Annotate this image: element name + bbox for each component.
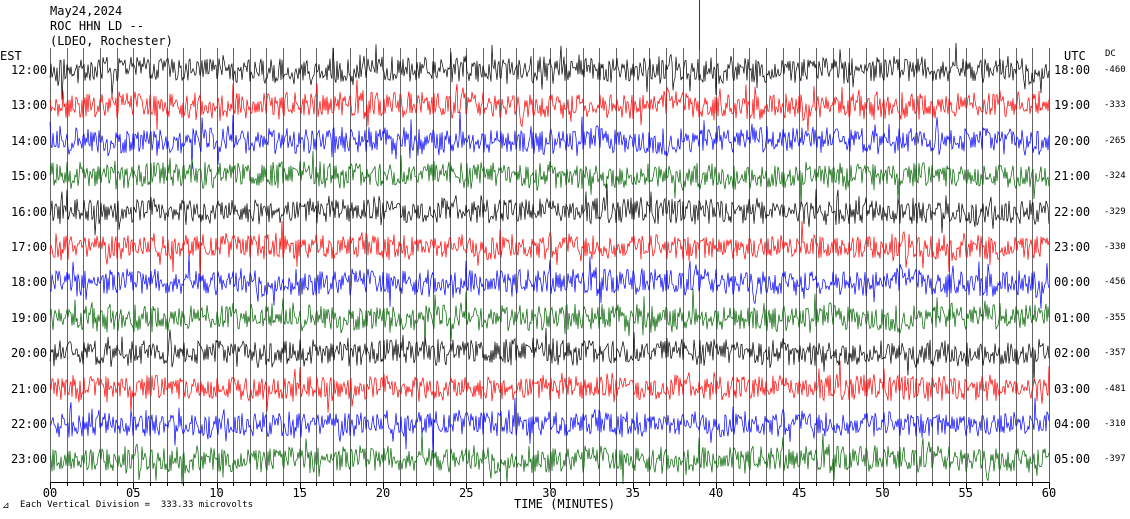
- dc-offset-value: -333: [1104, 100, 1126, 111]
- x-axis-title: TIME (MINUTES): [514, 497, 616, 511]
- est-hour-label: 12:00: [11, 63, 48, 77]
- trace-1900: [49, 288, 1050, 347]
- header-station: ROC HHN LD --: [50, 19, 144, 33]
- dc-offset-value: -481: [1104, 383, 1126, 394]
- scale-icon: ⊿: [2, 501, 10, 511]
- trace-1400: [49, 111, 1050, 170]
- x-tick-label: 15: [293, 486, 307, 500]
- trace-1300: [49, 79, 1050, 132]
- utc-hour-label: 23:00: [1054, 240, 1091, 254]
- utc-hour-label: 05:00: [1054, 452, 1091, 467]
- scale-note: Each Vertical Division = 333.33 microvol…: [20, 500, 253, 510]
- time-axis: 00 05 10 15 20 25 30 35 40 45 50 55 60: [43, 482, 1056, 500]
- dc-offset-value: -324: [1104, 171, 1126, 182]
- x-tick-label: 60: [1042, 486, 1056, 500]
- utc-hour-label: 22:00: [1054, 204, 1091, 219]
- dc-column-header: DC: [1105, 49, 1116, 59]
- x-tick-label: 30: [542, 486, 556, 500]
- header-date: May24,2024: [50, 4, 123, 18]
- dc-offset-value: -456: [1104, 277, 1126, 288]
- dc-offset-value: -329: [1104, 206, 1126, 217]
- trace-1200: [49, 42, 1050, 100]
- x-tick-label: 35: [626, 486, 640, 500]
- utc-hour-label: 03:00: [1054, 381, 1091, 396]
- est-hour-label: 22:00: [11, 417, 48, 431]
- x-tick-label: 45: [792, 486, 806, 500]
- left-timezone-label: EST: [0, 49, 22, 63]
- x-tick-label: 40: [709, 486, 723, 500]
- est-hour-label: 20:00: [11, 346, 48, 361]
- est-hour-label: 17:00: [11, 240, 48, 254]
- trace-2100: [49, 360, 1050, 414]
- utc-hour-label: 01:00: [1054, 310, 1091, 325]
- est-hour-label: 21:00: [11, 381, 48, 396]
- est-hour-label: 18:00: [11, 275, 48, 290]
- seismic-traces: [49, 42, 1050, 485]
- utc-hour-label: 00:00: [1054, 275, 1091, 290]
- x-tick-label: 20: [376, 486, 390, 500]
- est-hour-label: 14:00: [11, 133, 48, 148]
- trace-2000: [49, 327, 1050, 384]
- est-hour-label: 13:00: [11, 98, 48, 113]
- est-hour-label: 23:00: [11, 452, 48, 467]
- dc-offset-value: -310: [1104, 419, 1126, 429]
- x-tick-label: 55: [959, 486, 973, 500]
- utc-hour-label: 02:00: [1054, 346, 1091, 361]
- utc-hour-label: 21:00: [1054, 169, 1091, 184]
- x-tick-label: 05: [126, 486, 140, 500]
- right-timezone-label: UTC: [1064, 49, 1086, 63]
- dc-offset-value: -357: [1104, 348, 1126, 359]
- dc-offset-value: -265: [1104, 135, 1126, 146]
- est-hour-label: 15:00: [11, 169, 48, 184]
- utc-hour-label: 20:00: [1054, 133, 1091, 148]
- utc-hour-label: 04:00: [1054, 417, 1091, 431]
- trace-2300: [49, 432, 1050, 485]
- trace-1800: [49, 255, 1050, 309]
- header-network: (LDEO, Rochester): [50, 34, 173, 48]
- trace-1600: [49, 183, 1050, 236]
- x-tick-label: 25: [459, 486, 473, 500]
- dc-offset-value: -355: [1104, 312, 1126, 323]
- trace-2200: [49, 397, 1050, 453]
- trace-1500: [49, 150, 1050, 207]
- utc-hour-label: 19:00: [1054, 98, 1091, 113]
- est-hour-label: 19:00: [11, 310, 48, 325]
- dc-offset-value: -397: [1104, 454, 1126, 465]
- x-tick-label: 50: [875, 486, 889, 500]
- est-hour-label: 16:00: [11, 204, 48, 219]
- x-tick-label: 10: [209, 486, 223, 500]
- trace-1700: [49, 220, 1050, 276]
- dc-offset-value: -330: [1104, 242, 1126, 252]
- utc-hour-label: 18:00: [1054, 63, 1091, 77]
- x-tick-label: 00: [43, 486, 57, 500]
- dc-offset-value: -460: [1104, 65, 1126, 75]
